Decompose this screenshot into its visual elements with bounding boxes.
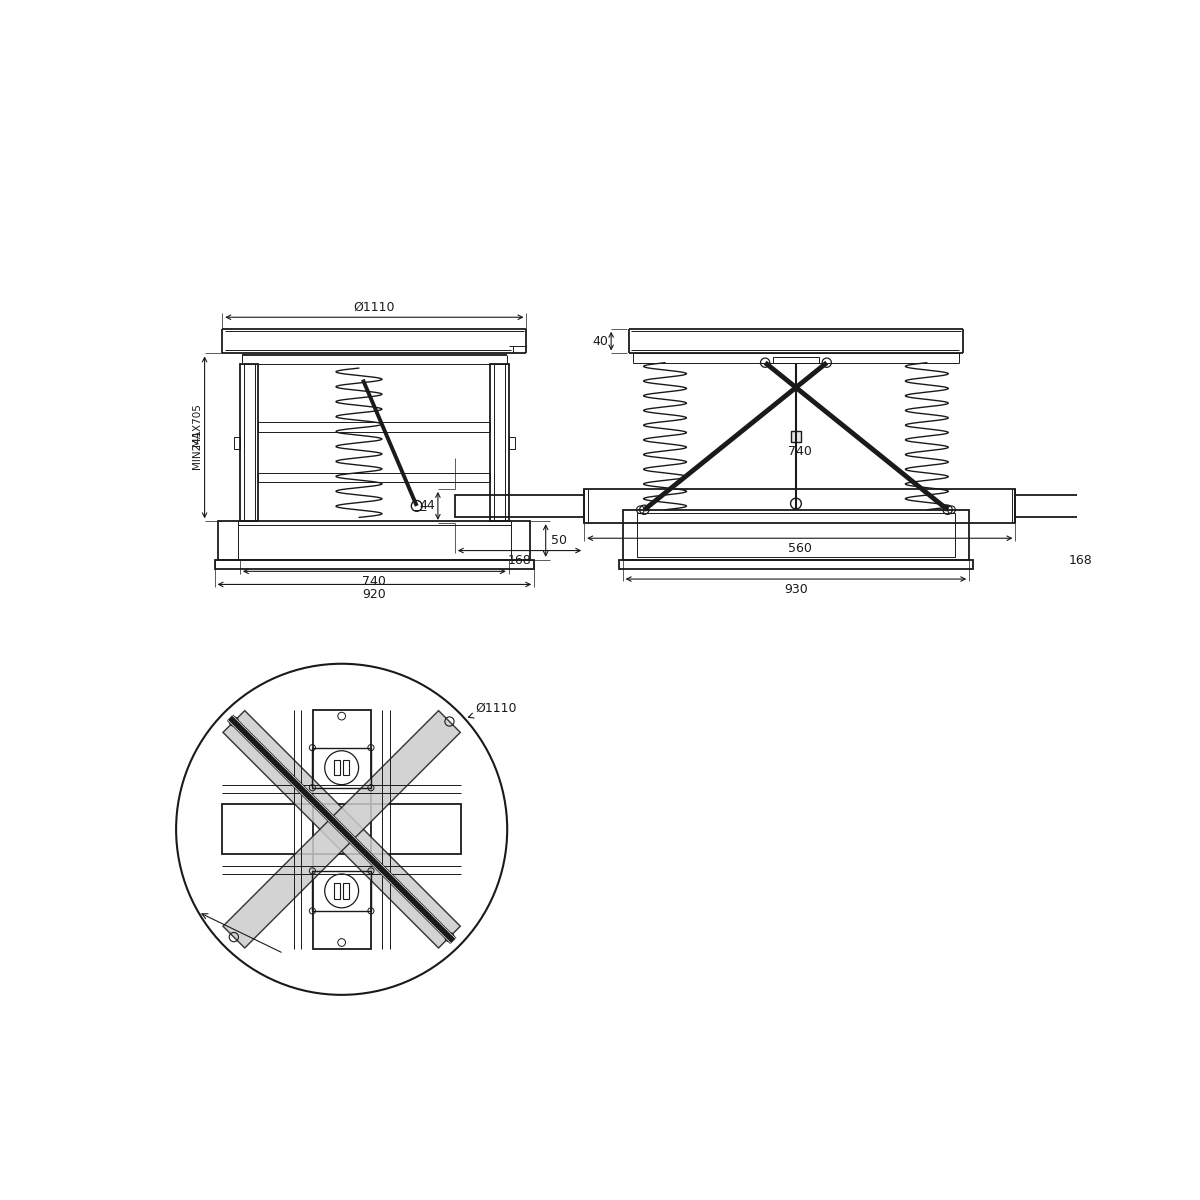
Bar (623, 510, 970, 559)
Bar (234, 437, 240, 449)
Text: 920: 920 (362, 588, 386, 601)
Text: 560: 560 (788, 542, 811, 556)
Text: 740: 740 (362, 575, 386, 588)
Bar (584, 488, 1015, 523)
Bar (258, 473, 491, 482)
Bar (258, 422, 491, 432)
Bar (1015, 496, 1145, 517)
Bar (312, 748, 371, 787)
Bar (636, 512, 955, 557)
Bar (619, 559, 973, 569)
Polygon shape (223, 710, 461, 948)
Text: 740: 740 (788, 445, 811, 458)
Bar (312, 871, 371, 911)
Text: Ø1110: Ø1110 (354, 300, 395, 313)
Text: MIN241: MIN241 (192, 430, 202, 469)
Bar (343, 760, 349, 775)
Bar (773, 356, 820, 362)
Text: MAX705: MAX705 (192, 403, 202, 446)
Polygon shape (223, 710, 461, 948)
Text: 168: 168 (1068, 554, 1092, 568)
Text: 44: 44 (419, 499, 434, 512)
Text: Ø1110: Ø1110 (468, 701, 516, 718)
Bar (240, 365, 258, 521)
Text: 930: 930 (784, 583, 808, 596)
Bar (509, 437, 515, 449)
Text: 168: 168 (508, 554, 532, 568)
Bar (215, 559, 534, 569)
Bar (334, 883, 340, 899)
Bar (455, 496, 584, 517)
Bar (491, 365, 509, 521)
Text: 50: 50 (551, 534, 568, 547)
Bar (334, 760, 340, 775)
Bar (343, 883, 349, 899)
Bar (313, 710, 371, 949)
Bar (791, 431, 802, 442)
Bar (218, 521, 530, 559)
Text: 40: 40 (592, 335, 608, 348)
Bar (222, 804, 461, 854)
